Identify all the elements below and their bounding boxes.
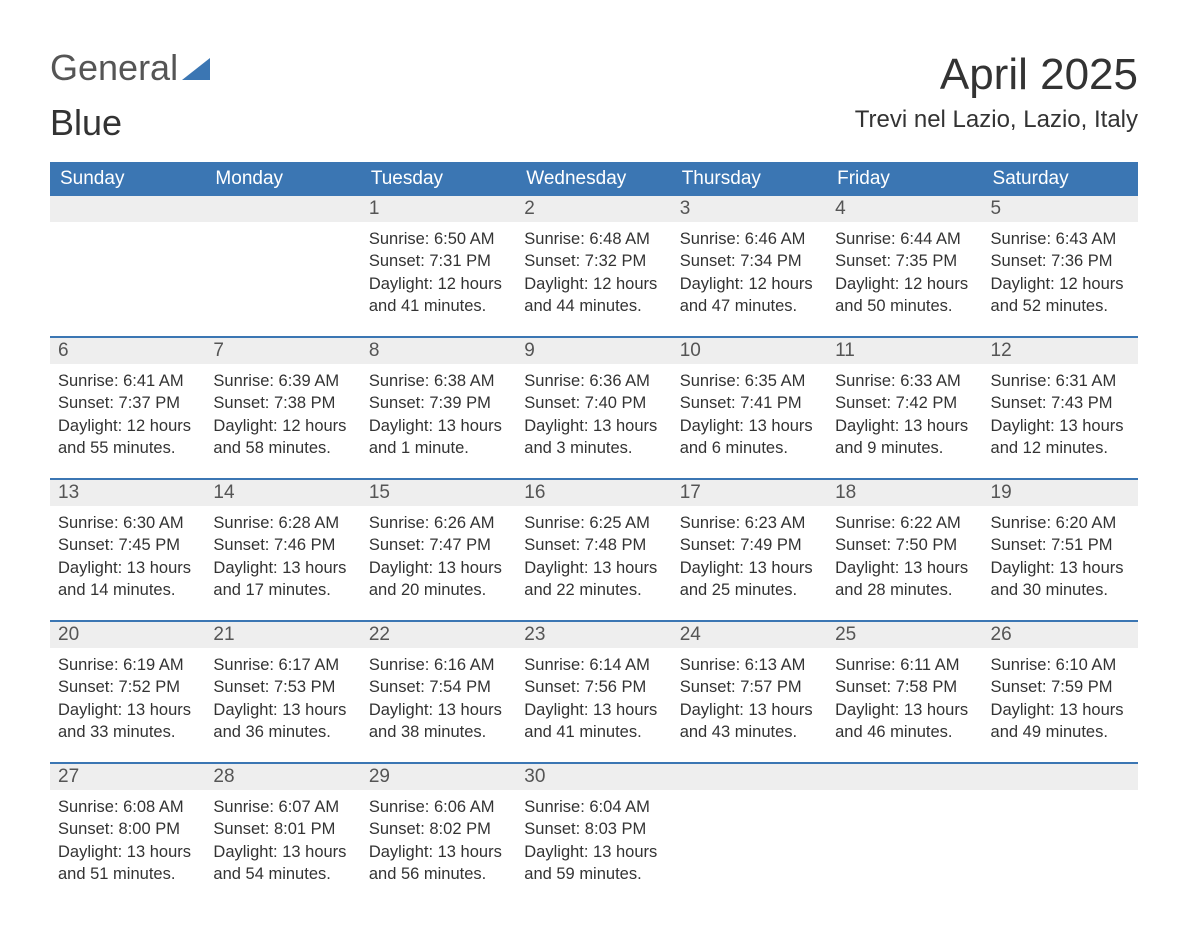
day-info-cell: Sunrise: 6:41 AMSunset: 7:37 PMDaylight:… [50,364,205,479]
day-number-cell: 13 [50,480,205,506]
day-info-cell: Sunrise: 6:13 AMSunset: 7:57 PMDaylight:… [672,648,827,763]
day-info-cell: Sunrise: 6:50 AMSunset: 7:31 PMDaylight:… [361,222,516,337]
day-number-cell: 12 [983,338,1138,364]
day-info-cell: Sunrise: 6:30 AMSunset: 7:45 PMDaylight:… [50,506,205,621]
day-number-cell: 30 [516,764,671,790]
day-info-row: Sunrise: 6:08 AMSunset: 8:00 PMDaylight:… [50,790,1138,905]
day-number-cell: 11 [827,338,982,364]
day-info-cell: Sunrise: 6:04 AMSunset: 8:03 PMDaylight:… [516,790,671,905]
day-number-cell [50,196,205,222]
day-number-cell: 24 [672,622,827,648]
day-number-cell: 16 [516,480,671,506]
day-info-cell: Sunrise: 6:48 AMSunset: 7:32 PMDaylight:… [516,222,671,337]
day-number-cell: 8 [361,338,516,364]
day-header: Friday [827,162,982,196]
day-number-row: 20212223242526 [50,622,1138,648]
day-info-cell: Sunrise: 6:08 AMSunset: 8:00 PMDaylight:… [50,790,205,905]
day-info-cell: Sunrise: 6:23 AMSunset: 7:49 PMDaylight:… [672,506,827,621]
day-info-cell: Sunrise: 6:26 AMSunset: 7:47 PMDaylight:… [361,506,516,621]
calendar-table: SundayMondayTuesdayWednesdayThursdayFrid… [50,162,1138,905]
title-block: April 2025 Trevi nel Lazio, Lazio, Italy [855,50,1138,134]
day-number-row: 6789101112 [50,338,1138,364]
day-number-cell [205,196,360,222]
day-info-cell: Sunrise: 6:25 AMSunset: 7:48 PMDaylight:… [516,506,671,621]
day-number-cell: 14 [205,480,360,506]
day-number-cell: 29 [361,764,516,790]
day-info-row: Sunrise: 6:41 AMSunset: 7:37 PMDaylight:… [50,364,1138,479]
brand-logo: General [50,50,210,86]
day-number-row: 13141516171819 [50,480,1138,506]
day-info-row: Sunrise: 6:30 AMSunset: 7:45 PMDaylight:… [50,506,1138,621]
day-info-cell: Sunrise: 6:16 AMSunset: 7:54 PMDaylight:… [361,648,516,763]
day-info-cell [983,790,1138,905]
day-info-cell: Sunrise: 6:11 AMSunset: 7:58 PMDaylight:… [827,648,982,763]
day-info-cell: Sunrise: 6:36 AMSunset: 7:40 PMDaylight:… [516,364,671,479]
day-number-cell: 6 [50,338,205,364]
day-number-cell: 28 [205,764,360,790]
day-number-cell: 15 [361,480,516,506]
calendar-page: General April 2025 Trevi nel Lazio, Lazi… [0,0,1188,935]
day-info-cell: Sunrise: 6:19 AMSunset: 7:52 PMDaylight:… [50,648,205,763]
day-number-cell: 9 [516,338,671,364]
day-number-cell [983,764,1138,790]
day-number-row: 12345 [50,196,1138,222]
day-info-cell: Sunrise: 6:44 AMSunset: 7:35 PMDaylight:… [827,222,982,337]
day-info-cell: Sunrise: 6:46 AMSunset: 7:34 PMDaylight:… [672,222,827,337]
day-header: Wednesday [516,162,671,196]
logo-word-1: General [50,50,178,86]
logo-word-2: Blue [50,102,122,143]
day-info-cell [205,222,360,337]
day-number-cell: 5 [983,196,1138,222]
day-info-cell: Sunrise: 6:17 AMSunset: 7:53 PMDaylight:… [205,648,360,763]
day-info-cell: Sunrise: 6:06 AMSunset: 8:02 PMDaylight:… [361,790,516,905]
day-number-cell: 25 [827,622,982,648]
day-info-cell [50,222,205,337]
day-info-cell: Sunrise: 6:33 AMSunset: 7:42 PMDaylight:… [827,364,982,479]
day-number-cell: 22 [361,622,516,648]
day-number-cell [672,764,827,790]
day-number-cell: 2 [516,196,671,222]
day-number-cell [827,764,982,790]
day-number-cell: 1 [361,196,516,222]
day-number-cell: 27 [50,764,205,790]
day-info-cell: Sunrise: 6:07 AMSunset: 8:01 PMDaylight:… [205,790,360,905]
logo-triangle-icon [182,58,210,80]
day-number-cell: 26 [983,622,1138,648]
day-header: Tuesday [361,162,516,196]
day-number-cell: 18 [827,480,982,506]
day-number-cell: 10 [672,338,827,364]
day-number-cell: 23 [516,622,671,648]
day-number-cell: 4 [827,196,982,222]
day-number-cell: 3 [672,196,827,222]
day-info-cell: Sunrise: 6:20 AMSunset: 7:51 PMDaylight:… [983,506,1138,621]
day-info-cell: Sunrise: 6:38 AMSunset: 7:39 PMDaylight:… [361,364,516,479]
day-info-cell [827,790,982,905]
day-info-cell: Sunrise: 6:31 AMSunset: 7:43 PMDaylight:… [983,364,1138,479]
day-number-cell: 20 [50,622,205,648]
day-header: Monday [205,162,360,196]
day-number-row: 27282930 [50,764,1138,790]
day-info-cell: Sunrise: 6:14 AMSunset: 7:56 PMDaylight:… [516,648,671,763]
day-info-cell: Sunrise: 6:22 AMSunset: 7:50 PMDaylight:… [827,506,982,621]
day-number-cell: 17 [672,480,827,506]
day-info-cell: Sunrise: 6:10 AMSunset: 7:59 PMDaylight:… [983,648,1138,763]
day-number-cell: 19 [983,480,1138,506]
day-info-cell: Sunrise: 6:43 AMSunset: 7:36 PMDaylight:… [983,222,1138,337]
day-header-row: SundayMondayTuesdayWednesdayThursdayFrid… [50,162,1138,196]
location-subtitle: Trevi nel Lazio, Lazio, Italy [855,106,1138,134]
day-number-cell: 21 [205,622,360,648]
day-info-cell [672,790,827,905]
day-header: Sunday [50,162,205,196]
day-info-cell: Sunrise: 6:28 AMSunset: 7:46 PMDaylight:… [205,506,360,621]
day-header: Saturday [983,162,1138,196]
day-header: Thursday [672,162,827,196]
day-info-cell: Sunrise: 6:39 AMSunset: 7:38 PMDaylight:… [205,364,360,479]
day-info-cell: Sunrise: 6:35 AMSunset: 7:41 PMDaylight:… [672,364,827,479]
calendar-body: 12345Sunrise: 6:50 AMSunset: 7:31 PMDayl… [50,196,1138,905]
month-title: April 2025 [855,50,1138,100]
day-info-row: Sunrise: 6:19 AMSunset: 7:52 PMDaylight:… [50,648,1138,763]
day-info-row: Sunrise: 6:50 AMSunset: 7:31 PMDaylight:… [50,222,1138,337]
day-number-cell: 7 [205,338,360,364]
